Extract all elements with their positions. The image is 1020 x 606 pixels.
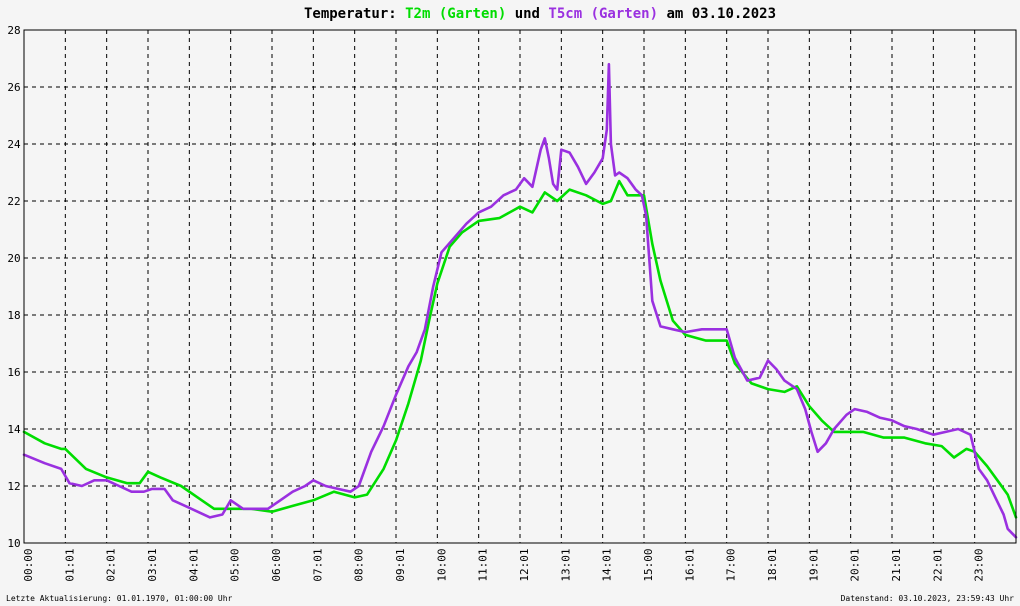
y-tick-label: 24 — [7, 138, 21, 151]
x-tick-label: 11:01 — [477, 548, 490, 581]
footer-left: Letzte Aktualisierung: 01.01.1970, 01:00… — [6, 594, 233, 603]
y-tick-label: 22 — [7, 195, 20, 208]
x-tick-label: 20:01 — [849, 548, 862, 581]
footer-right: Datenstand: 03.10.2023, 23:59:43 Uhr — [841, 594, 1015, 603]
x-tick-label: 05:00 — [229, 548, 242, 581]
title-series2: T5cm (Garten) — [548, 6, 666, 22]
x-tick-label: 19:01 — [807, 548, 820, 581]
x-tick-label: 12:01 — [518, 548, 531, 581]
y-tick-label: 12 — [7, 480, 20, 493]
x-tick-label: 21:01 — [890, 548, 903, 581]
x-axis-ticks: 00:00 01:01 02:01 03:01 04:01 05:00 06:00 07:01… — [22, 548, 986, 581]
y-tick-label: 16 — [7, 366, 20, 379]
chart-title: Temperatur: T2m (Garten) und T5cm (Garte… — [304, 6, 776, 22]
title-suffix: am 03.10.2023 — [666, 6, 776, 22]
y-axis-ticks: 10 12 14 16 18 20 22 24 26 28 — [7, 24, 21, 550]
x-tick-label: 10:00 — [435, 548, 448, 581]
y-tick-label: 26 — [7, 81, 20, 94]
x-tick-label: 23:00 — [973, 548, 986, 581]
x-tick-label: 04:01 — [187, 548, 200, 581]
title-conj: und — [515, 6, 549, 22]
x-tick-label: 18:01 — [766, 548, 779, 581]
grid-layer — [24, 30, 1016, 543]
series-layer — [22, 62, 1018, 539]
y-tick-label: 18 — [7, 309, 20, 322]
x-tick-label: 16:01 — [683, 548, 696, 581]
y-tick-label: 20 — [7, 252, 20, 265]
y-tick-label: 14 — [7, 423, 21, 436]
plot-frame — [23, 29, 1017, 544]
x-tick-label: 15:00 — [642, 548, 655, 581]
series-line-t2m — [22, 179, 1018, 519]
x-tick-label: 01:01 — [63, 548, 76, 581]
x-tick-label: 00:00 — [22, 548, 35, 581]
x-tick-label: 22:01 — [931, 548, 944, 581]
y-tick-label: 28 — [7, 24, 20, 37]
title-series1: T2m (Garten) — [405, 6, 515, 22]
x-tick-label: 14:01 — [601, 548, 614, 581]
y-tick-label: 10 — [7, 537, 20, 550]
x-tick-label: 09:01 — [394, 548, 407, 581]
x-tick-label: 08:00 — [353, 548, 366, 581]
x-tick-label: 06:00 — [270, 548, 283, 581]
x-tick-label: 13:01 — [559, 548, 572, 581]
series-line-t5cm — [22, 62, 1018, 539]
x-tick-label: 07:01 — [311, 548, 324, 581]
x-tick-label: 17:00 — [725, 548, 738, 581]
x-tick-label: 02:01 — [105, 548, 118, 581]
x-tick-label: 03:01 — [146, 548, 159, 581]
title-prefix: Temperatur: — [304, 6, 405, 22]
